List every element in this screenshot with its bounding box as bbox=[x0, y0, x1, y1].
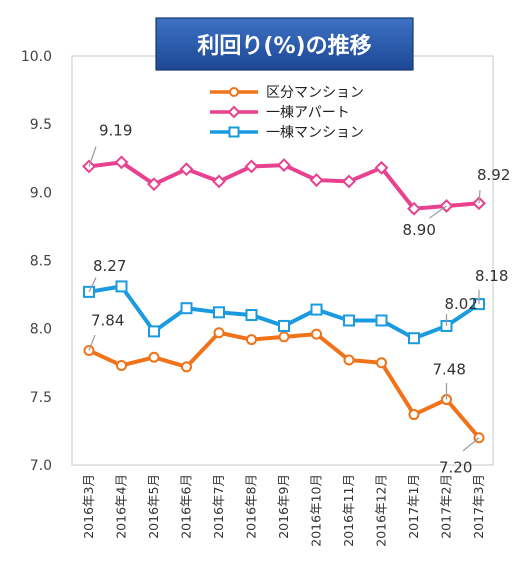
y-tick-label: 7.5 bbox=[30, 390, 52, 406]
data-point-2-7 bbox=[310, 303, 323, 316]
plot-area bbox=[71, 55, 494, 466]
annotation-leader bbox=[88, 146, 97, 167]
data-label: 7.84 bbox=[91, 311, 124, 329]
legend-label-0: 区分マンション bbox=[266, 85, 364, 101]
data-point-0-1 bbox=[116, 359, 127, 371]
data-point-2-6 bbox=[278, 319, 290, 332]
annotation-leader bbox=[429, 205, 447, 219]
x-tick-label: 2016年12月 bbox=[374, 474, 389, 547]
data-label: 8.18 bbox=[475, 267, 508, 285]
data-point-1-9 bbox=[374, 160, 389, 175]
data-point-0-3 bbox=[181, 361, 192, 373]
x-tick-label: 2016年6月 bbox=[179, 474, 194, 539]
legend-marker-2 bbox=[228, 126, 240, 138]
data-label: 9.19 bbox=[99, 121, 132, 139]
x-tick-label: 2016年9月 bbox=[276, 474, 291, 539]
data-point-2-4 bbox=[213, 306, 225, 319]
data-point-0-7 bbox=[311, 328, 322, 340]
y-tick-label: 8.0 bbox=[30, 322, 52, 338]
x-tick-label: 2016年4月 bbox=[114, 474, 129, 539]
data-point-0-5 bbox=[246, 334, 257, 346]
title-box bbox=[155, 17, 414, 71]
data-point-2-1 bbox=[115, 280, 128, 293]
data-point-1-5 bbox=[244, 159, 259, 174]
x-tick-label: 2016年7月 bbox=[211, 474, 226, 539]
data-label: 8.90 bbox=[403, 221, 436, 239]
x-tick-label: 2016年11月 bbox=[341, 474, 356, 547]
legend-marker-1 bbox=[227, 105, 241, 119]
data-point-0-9 bbox=[376, 357, 387, 369]
annotation-leader bbox=[88, 334, 96, 351]
x-tick-label: 2017年2月 bbox=[439, 474, 454, 539]
y-tick-label: 10.0 bbox=[21, 49, 52, 65]
x-tick-label: 2017年3月 bbox=[471, 474, 486, 539]
data-label: 7.20 bbox=[439, 459, 472, 477]
y-tick-label: 9.5 bbox=[30, 117, 52, 133]
data-point-1-4 bbox=[212, 174, 226, 189]
data-label: 8.02 bbox=[445, 295, 478, 313]
data-point-0-10 bbox=[408, 409, 420, 421]
data-point-2-3 bbox=[180, 302, 193, 315]
data-point-1-8 bbox=[342, 174, 356, 189]
x-tick-label: 2016年5月 bbox=[146, 474, 161, 539]
legend-label-2: 一棟マンション bbox=[266, 125, 364, 141]
data-point-2-5 bbox=[245, 309, 258, 322]
y-tick-label: 8.5 bbox=[30, 254, 52, 270]
x-tick-label: 2016年8月 bbox=[244, 474, 259, 539]
data-label: 8.92 bbox=[477, 166, 510, 184]
x-tick-label: 2017年1月 bbox=[406, 474, 421, 539]
annotation-leader bbox=[88, 277, 97, 293]
data-point-0-8 bbox=[343, 354, 355, 366]
chart-title: 利回り(%)の推移 bbox=[197, 33, 371, 59]
annotation-leader bbox=[478, 189, 481, 204]
data-point-1-2 bbox=[147, 177, 161, 192]
data-point-0-2 bbox=[148, 351, 160, 363]
data-point-2-8 bbox=[343, 314, 355, 327]
x-tick-label: 2016年3月 bbox=[81, 474, 96, 539]
data-label: 8.27 bbox=[93, 257, 126, 275]
data-point-2-2 bbox=[148, 325, 160, 338]
legend-marker-0 bbox=[229, 87, 239, 97]
annotation-leader bbox=[462, 437, 480, 452]
data-point-2-10 bbox=[408, 332, 420, 345]
data-point-1-1 bbox=[114, 155, 129, 170]
data-point-1-10 bbox=[407, 201, 421, 216]
data-point-2-9 bbox=[375, 314, 388, 327]
data-point-1-6 bbox=[277, 158, 291, 172]
data-point-1-3 bbox=[179, 162, 194, 177]
data-point-1-7 bbox=[309, 173, 324, 187]
data-point-0-4 bbox=[213, 327, 225, 339]
y-tick-label: 7.0 bbox=[30, 458, 52, 474]
data-point-0-6 bbox=[278, 331, 290, 343]
legend-label-1: 一棟アパート bbox=[266, 105, 350, 121]
data-label: 7.48 bbox=[433, 361, 466, 379]
x-tick-label: 2016年10月 bbox=[309, 474, 324, 547]
y-tick-label: 9.0 bbox=[30, 185, 52, 201]
